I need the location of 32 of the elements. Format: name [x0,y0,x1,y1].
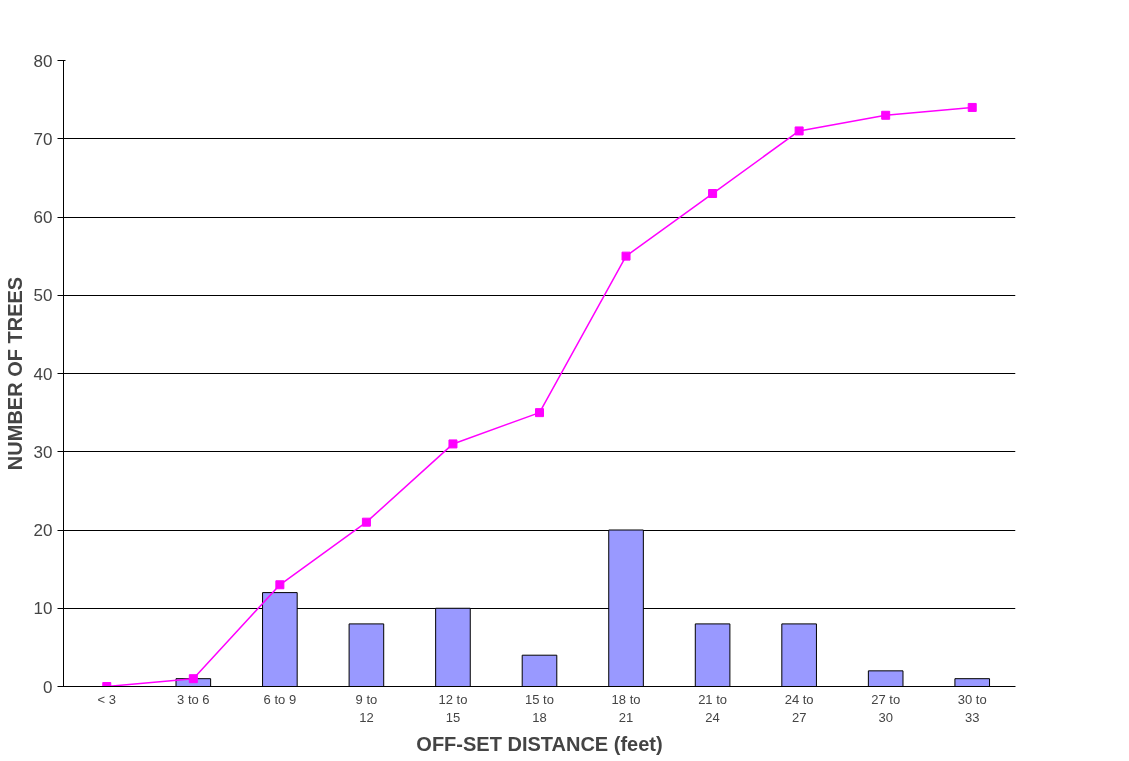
point [275,580,285,590]
x-tick-label: 21 to 24 [698,691,728,725]
x-tick-label: 18 to 21 [611,691,641,725]
x-tick-label: 9 to 12 [355,691,378,725]
y-tick-label: 10 [33,599,53,619]
x-tick-label: 6 to 9 [263,691,297,707]
point [448,439,458,449]
x-tick-label: 12 to 15 [438,691,468,725]
x-tick-label: 30 to 33 [957,691,987,725]
point [881,110,891,120]
x-tick-label: < 3 [97,691,116,707]
y-tick-label: 70 [33,129,53,149]
point [361,517,371,527]
x-tick-label: 27 to 30 [871,691,901,725]
point [708,189,718,199]
y-tick-label: 80 [33,51,53,71]
y-tick-label: 30 [33,442,53,462]
y-tick-label: 50 [33,286,53,306]
y-tick-label: 60 [33,208,53,227]
point [621,251,631,261]
point [794,126,804,136]
y-tick-label: 40 [33,364,53,384]
point [967,102,977,112]
x-axis-title: OFF-SET DISTANCE (feet) [416,732,663,755]
y-axis-title: NUMBER OF TREES [3,276,26,471]
x-tick-label: 3 to 6 [177,691,210,707]
point [535,408,544,418]
point [188,674,198,684]
y-tick-label: 20 [33,521,53,540]
x-tick-label: 15 to 18 [525,691,554,725]
x-tick-label: 24 to 27 [784,691,814,725]
y-tick-label: 0 [43,677,53,697]
